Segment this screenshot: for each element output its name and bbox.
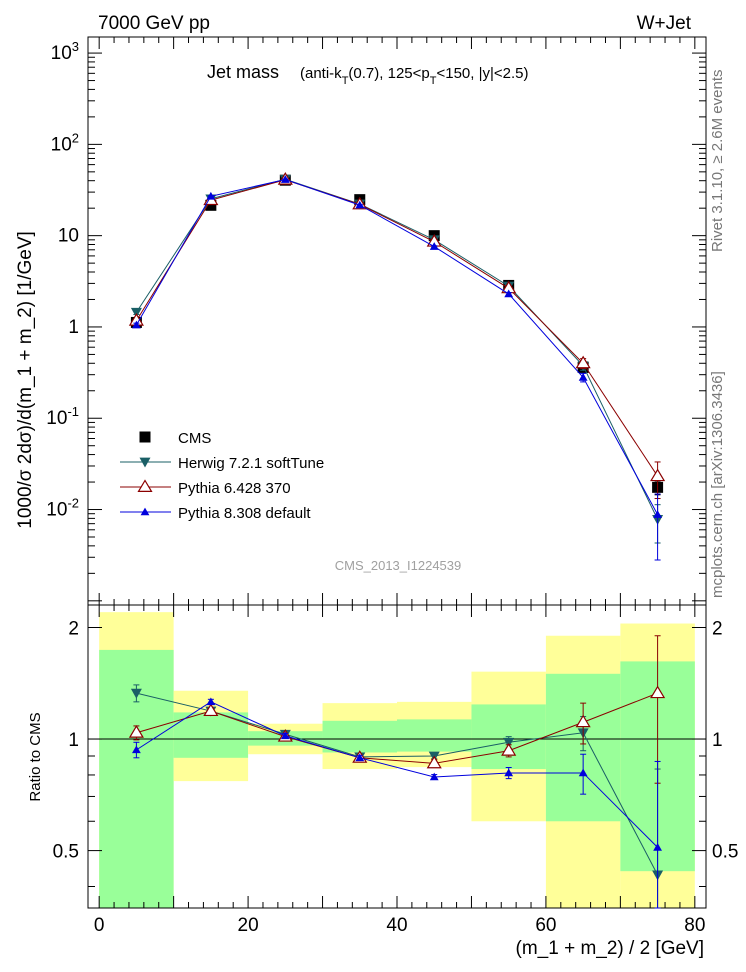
xtick-label: 0 [94, 915, 105, 936]
data-point [504, 768, 514, 777]
data-point [206, 191, 216, 200]
ratio-axes: 0.5 0.51 12 20 20 40 60 80 [53, 604, 738, 936]
xtick-label: 80 [684, 915, 705, 936]
header-right: W+Jet [637, 13, 692, 34]
series-line [135, 178, 659, 520]
top-ytick-label: 1 [68, 317, 79, 338]
data-point [130, 688, 142, 699]
chart-subtitle: (anti-kT(0.7), 125<pT<150, |y|<2.5) [300, 65, 529, 87]
top-ytick-label: 10-1 [46, 404, 79, 429]
data-point [429, 242, 439, 250]
data-point [131, 745, 141, 754]
data-point [355, 753, 365, 762]
data-point [429, 772, 439, 781]
legend-marker [137, 479, 153, 492]
bottom-ylabel: Ratio to CMS [27, 712, 44, 801]
top-ytick-label: 10 [58, 226, 79, 247]
ratio-ytick-label-left: 1 [68, 730, 79, 751]
data-point [578, 373, 588, 381]
top-ylabel: 1000/σ 2dσ)/d(m_1 + m_2) [1/GeV] [15, 231, 36, 529]
data-point [206, 697, 216, 706]
mcplots-label: mcplots.cern.ch [arXiv:1306.3436] [709, 371, 726, 598]
ratio-ytick-label-right: 2 [712, 618, 723, 639]
legend-marker [139, 457, 151, 468]
data-point [653, 510, 663, 518]
ratio-ytick-label-left: 2 [68, 618, 79, 639]
data-point [355, 200, 365, 209]
data-point [653, 843, 663, 851]
legend-marker [139, 431, 151, 443]
legend-label: Pythia 8.308 default [178, 505, 311, 522]
data-point [131, 320, 141, 329]
series-line [136, 701, 658, 848]
top-ytick-label: 102 [51, 130, 79, 155]
top-axes: 10-2 10-1 1 10 102 103 [46, 36, 707, 606]
xlabel: (m_1 + m_2) / 2 [GeV] [516, 938, 705, 959]
data-point [650, 685, 666, 699]
ratio-ytick-label-left: 0.5 [53, 842, 79, 863]
data-point [503, 737, 515, 748]
xtick-label: 60 [535, 915, 556, 936]
xtick-label: 20 [238, 915, 259, 936]
band-1sigma [397, 719, 472, 752]
top-ytick-label: 103 [51, 39, 79, 64]
legend-marker [140, 507, 150, 516]
data-point [575, 714, 591, 728]
ratio-ytick-label-right: 0.5 [712, 842, 738, 863]
data-point [205, 199, 217, 211]
series-line [135, 179, 659, 515]
data-point [426, 755, 442, 769]
legend-label: CMS [178, 430, 211, 447]
data-point [128, 725, 144, 738]
top-ytick-label: 10-2 [46, 496, 79, 521]
data-point [130, 307, 142, 318]
ratio-ytick-label-right: 1 [712, 730, 723, 751]
series-line [136, 692, 658, 764]
band-1sigma [322, 720, 397, 753]
chart-title: Jet mass [207, 62, 279, 82]
data-point [575, 355, 591, 369]
analysis-watermark: CMS_2013_I1224539 [335, 558, 462, 573]
data-point [203, 703, 219, 717]
legend-label: Herwig 7.2.1 softTune [178, 455, 324, 472]
rivet-label: Rivet 3.1.10, ≥ 2.6M events [709, 70, 726, 253]
data-point [578, 768, 588, 777]
data-point [280, 731, 290, 740]
top-series [128, 172, 666, 561]
series-line [135, 179, 659, 477]
data-point [504, 289, 514, 298]
data-point [280, 175, 290, 183]
data-point [650, 468, 666, 482]
legend-label: Pythia 6.428 370 [178, 480, 291, 497]
data-point [501, 743, 517, 756]
header-left: 7000 GeV pp [98, 13, 210, 34]
xtick-label: 40 [386, 915, 407, 936]
ratio-series [128, 635, 666, 909]
legend: CMS Herwig 7.2.1 softTune Pythia 6.428 370… [120, 430, 324, 522]
